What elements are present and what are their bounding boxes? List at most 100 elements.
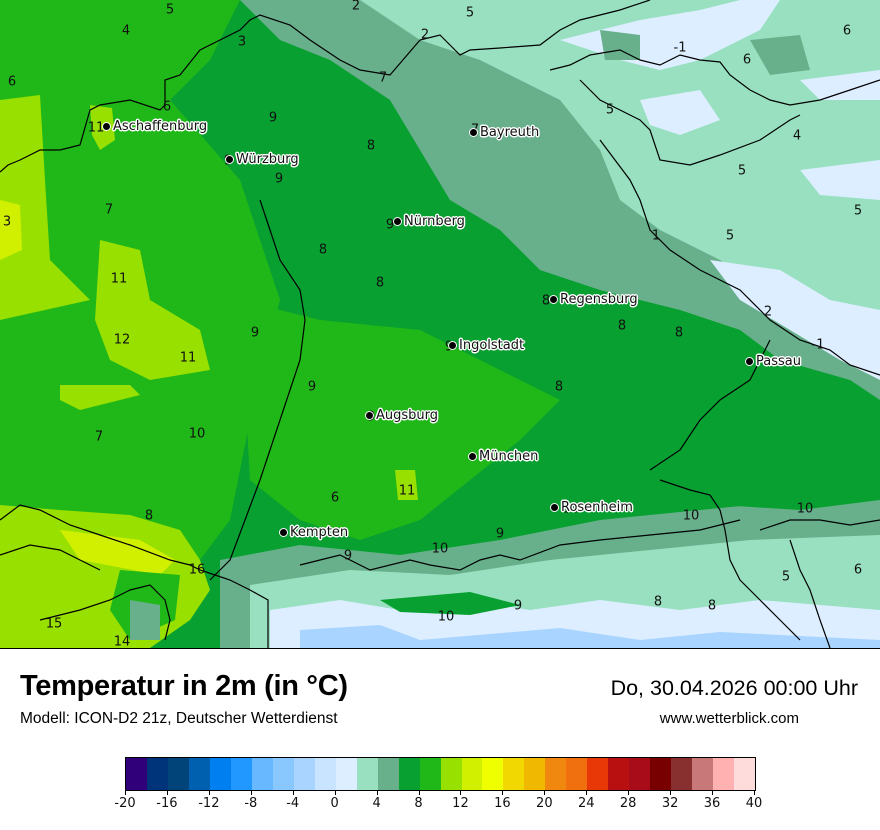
tick-label: 4: [372, 796, 381, 811]
temperature-value: 5: [737, 163, 747, 179]
tick-label: 36: [703, 796, 721, 811]
temperature-value: 8: [318, 242, 328, 258]
city-marker: Würzburg: [225, 152, 299, 167]
city-dot-icon: [550, 503, 559, 512]
tick-label: 16: [494, 796, 511, 811]
tick-mark: [250, 790, 252, 795]
temperature-value: 1: [651, 228, 661, 244]
temperature-value: 6: [7, 74, 17, 90]
temperature-value: 8: [653, 594, 663, 610]
temperature-value: 6: [330, 490, 340, 506]
tick-mark: [166, 790, 168, 795]
temperature-value: 5: [465, 5, 475, 21]
temperature-value: 11: [110, 271, 128, 287]
temperature-value: 12: [113, 332, 131, 348]
tick-mark: [418, 790, 420, 795]
temperature-value: 3: [237, 34, 247, 50]
tick-mark: [586, 790, 588, 795]
city-marker: Aschaffenburg: [102, 119, 207, 134]
temperature-value: 9: [250, 325, 260, 341]
temperature-value: 8: [554, 379, 564, 395]
temperature-value: 8: [541, 293, 551, 309]
temperature-value: 9: [274, 171, 284, 187]
city-marker: Passau: [745, 354, 801, 369]
tick-label: 12: [452, 796, 469, 811]
colorbar-segment: [587, 758, 609, 790]
city-dot-icon: [365, 411, 374, 420]
temperature-value: 6: [742, 52, 752, 68]
city-name: Rosenheim: [561, 500, 633, 515]
temperature-value: 9: [495, 526, 505, 542]
tick-label: 28: [619, 796, 637, 811]
tick-mark: [712, 790, 714, 795]
colorbar-segment: [188, 758, 210, 790]
city-name: Regensburg: [560, 292, 638, 307]
temperature-value: 2: [763, 304, 773, 320]
website-link[interactable]: www.wetterblick.com: [659, 710, 799, 727]
colorbar-segment: [146, 758, 168, 790]
city-dot-icon: [448, 341, 457, 350]
city-name: Augsburg: [376, 408, 439, 423]
temperature-value: 8: [707, 598, 717, 614]
colorbar-segment: [482, 758, 504, 790]
temperature-value: 10: [437, 609, 455, 625]
city-name: Aschaffenburg: [113, 119, 208, 134]
temperature-value: 8: [674, 325, 684, 341]
city-dot-icon: [393, 217, 402, 226]
colorbar-segment: [671, 758, 693, 790]
temperature-value: 10: [188, 426, 206, 442]
temperature-value: -1: [673, 40, 687, 56]
temperature-value: 6: [162, 99, 172, 115]
colorbar-segment: [356, 758, 378, 790]
colorbar-segment: [251, 758, 273, 790]
city-name: Ingolstadt: [459, 338, 525, 353]
temperature-value: 11: [179, 350, 197, 366]
tick-mark: [460, 790, 462, 795]
city-dot-icon: [549, 295, 558, 304]
colorbar-segment: [461, 758, 483, 790]
temperature-value: 5: [781, 569, 791, 585]
temperature-value: 8: [375, 275, 385, 291]
colorbar-segment: [230, 758, 252, 790]
city-name: München: [479, 449, 539, 464]
temperature-value: 9: [343, 548, 353, 564]
page-title: Temperatur in 2m (in °C): [20, 670, 348, 702]
colorbar-segment: [167, 758, 189, 790]
city-name: Kempten: [290, 525, 349, 540]
temperature-value: 6: [842, 23, 852, 39]
temperature-value: 7: [104, 202, 114, 218]
colorbar-ticks: -20 -16 -12 -8 -4 0 4 8 12 16 20 24 28 32 36 40: [114, 790, 762, 820]
model-subtitle: Modell: ICON-D2 21z, Deutscher Wetterdie…: [20, 710, 338, 727]
temperature-value: 10: [682, 508, 700, 524]
colorbar-segment: [126, 758, 147, 790]
colorbar-segment: [524, 758, 546, 790]
temperature-value: 10: [796, 501, 814, 517]
colorbar-segment: [545, 758, 567, 790]
temperature-value: 9: [385, 217, 395, 233]
colorbar-segment: [419, 758, 441, 790]
temperature-map: 542523-166676511974895973591581188288912…: [0, 0, 880, 649]
colorbar-segment: [608, 758, 630, 790]
tick-label: -8: [244, 796, 258, 811]
temperature-value: 2: [351, 0, 361, 14]
temperature-value: 8: [366, 138, 376, 154]
temperature-value: 4: [121, 23, 131, 39]
tick-mark: [502, 790, 504, 795]
colorbar-segment: [503, 758, 525, 790]
colorbar-segment: [335, 758, 357, 790]
colorbar-segment: [377, 758, 399, 790]
city-marker: Kempten: [279, 525, 348, 540]
city-marker: Bayreuth: [469, 125, 539, 140]
temperature-value: 7: [94, 429, 104, 445]
temperature-value: 2: [420, 27, 430, 43]
temperature-value: 15: [45, 616, 63, 632]
temperature-value: 8: [144, 508, 154, 524]
city-dot-icon: [102, 122, 111, 131]
colorbar-segment: [629, 758, 651, 790]
tick-mark: [628, 790, 630, 795]
colorbar-segment: [650, 758, 672, 790]
city-dot-icon: [469, 128, 478, 137]
tick-label: -12: [198, 796, 220, 811]
temperature-value: 5: [605, 102, 615, 118]
colorbar-segment: [293, 758, 315, 790]
